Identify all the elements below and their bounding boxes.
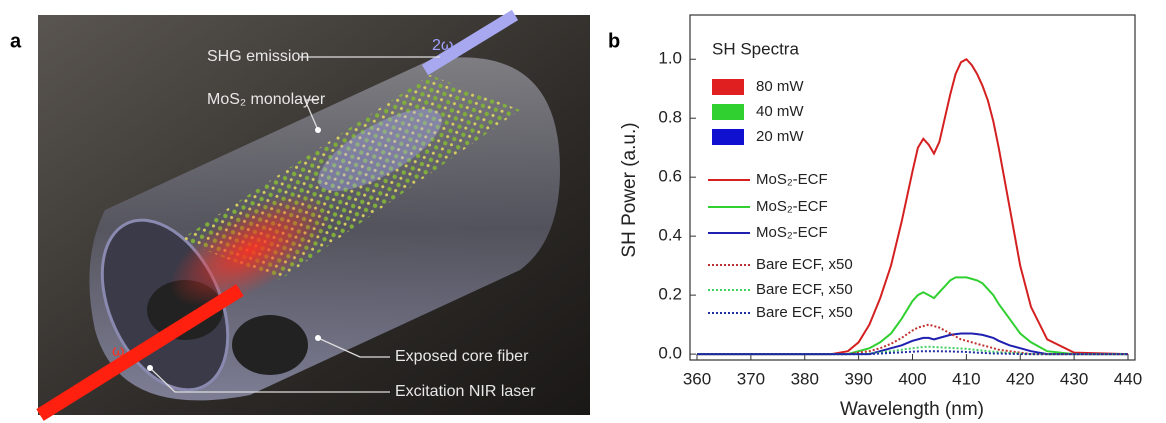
- legend-title: SH Spectra: [712, 39, 799, 58]
- x-tick-label: 430: [1060, 369, 1088, 388]
- x-tick-label: 380: [791, 369, 819, 388]
- x-tick-label: 360: [683, 369, 711, 388]
- annotation: ω: [112, 343, 125, 360]
- legend-label: 20 mW: [756, 128, 804, 145]
- annotation: SHG emission: [207, 48, 309, 65]
- y-axis-title: SH Power (a.u.): [619, 122, 640, 257]
- series-line: [697, 325, 1128, 355]
- legend-label: Bare ECF, x50: [756, 304, 853, 321]
- legend-label: MoS₂-ECF: [756, 224, 828, 241]
- y-tick-label: 0.2: [658, 285, 682, 304]
- y-tick-label: 0.6: [658, 167, 682, 186]
- annotation: Exposed core fiber: [395, 348, 529, 365]
- figure: a SHG emission 2ω MoS₂ monolayer ω Expos…: [0, 0, 1166, 423]
- x-tick-label: 440: [1114, 369, 1142, 388]
- legend-swatch: [712, 104, 744, 120]
- panel-label: b: [608, 30, 620, 52]
- y-tick-label: 0.8: [658, 108, 682, 127]
- x-axis-title: Wavelength (nm): [840, 399, 984, 420]
- legend-label: Bare ECF, x50: [756, 256, 853, 273]
- legend-label: Bare ECF, x50: [756, 281, 853, 298]
- legend-swatch: [712, 129, 744, 145]
- y-tick-label: 1.0: [658, 49, 682, 68]
- annotation: Excitation NIR laser: [395, 383, 536, 400]
- legend-label: MoS₂-ECF: [756, 171, 828, 188]
- annotation: 2ω: [432, 37, 453, 54]
- panel-label: a: [10, 30, 22, 52]
- x-tick-label: 400: [898, 369, 926, 388]
- y-tick-label: 0.4: [658, 226, 682, 245]
- legend-swatch: [712, 79, 744, 95]
- y-tick-label: 0.0: [658, 344, 682, 363]
- x-tick-label: 390: [844, 369, 872, 388]
- series-line: [697, 334, 1128, 355]
- x-tick-label: 410: [952, 369, 980, 388]
- legend-label: 80 mW: [756, 78, 804, 95]
- x-tick-label: 370: [737, 369, 765, 388]
- legend-label: MoS₂-ECF: [756, 198, 828, 215]
- annotation: MoS₂ monolayer: [207, 91, 326, 108]
- legend-label: 40 mW: [756, 103, 804, 120]
- x-tick-label: 420: [1006, 369, 1034, 388]
